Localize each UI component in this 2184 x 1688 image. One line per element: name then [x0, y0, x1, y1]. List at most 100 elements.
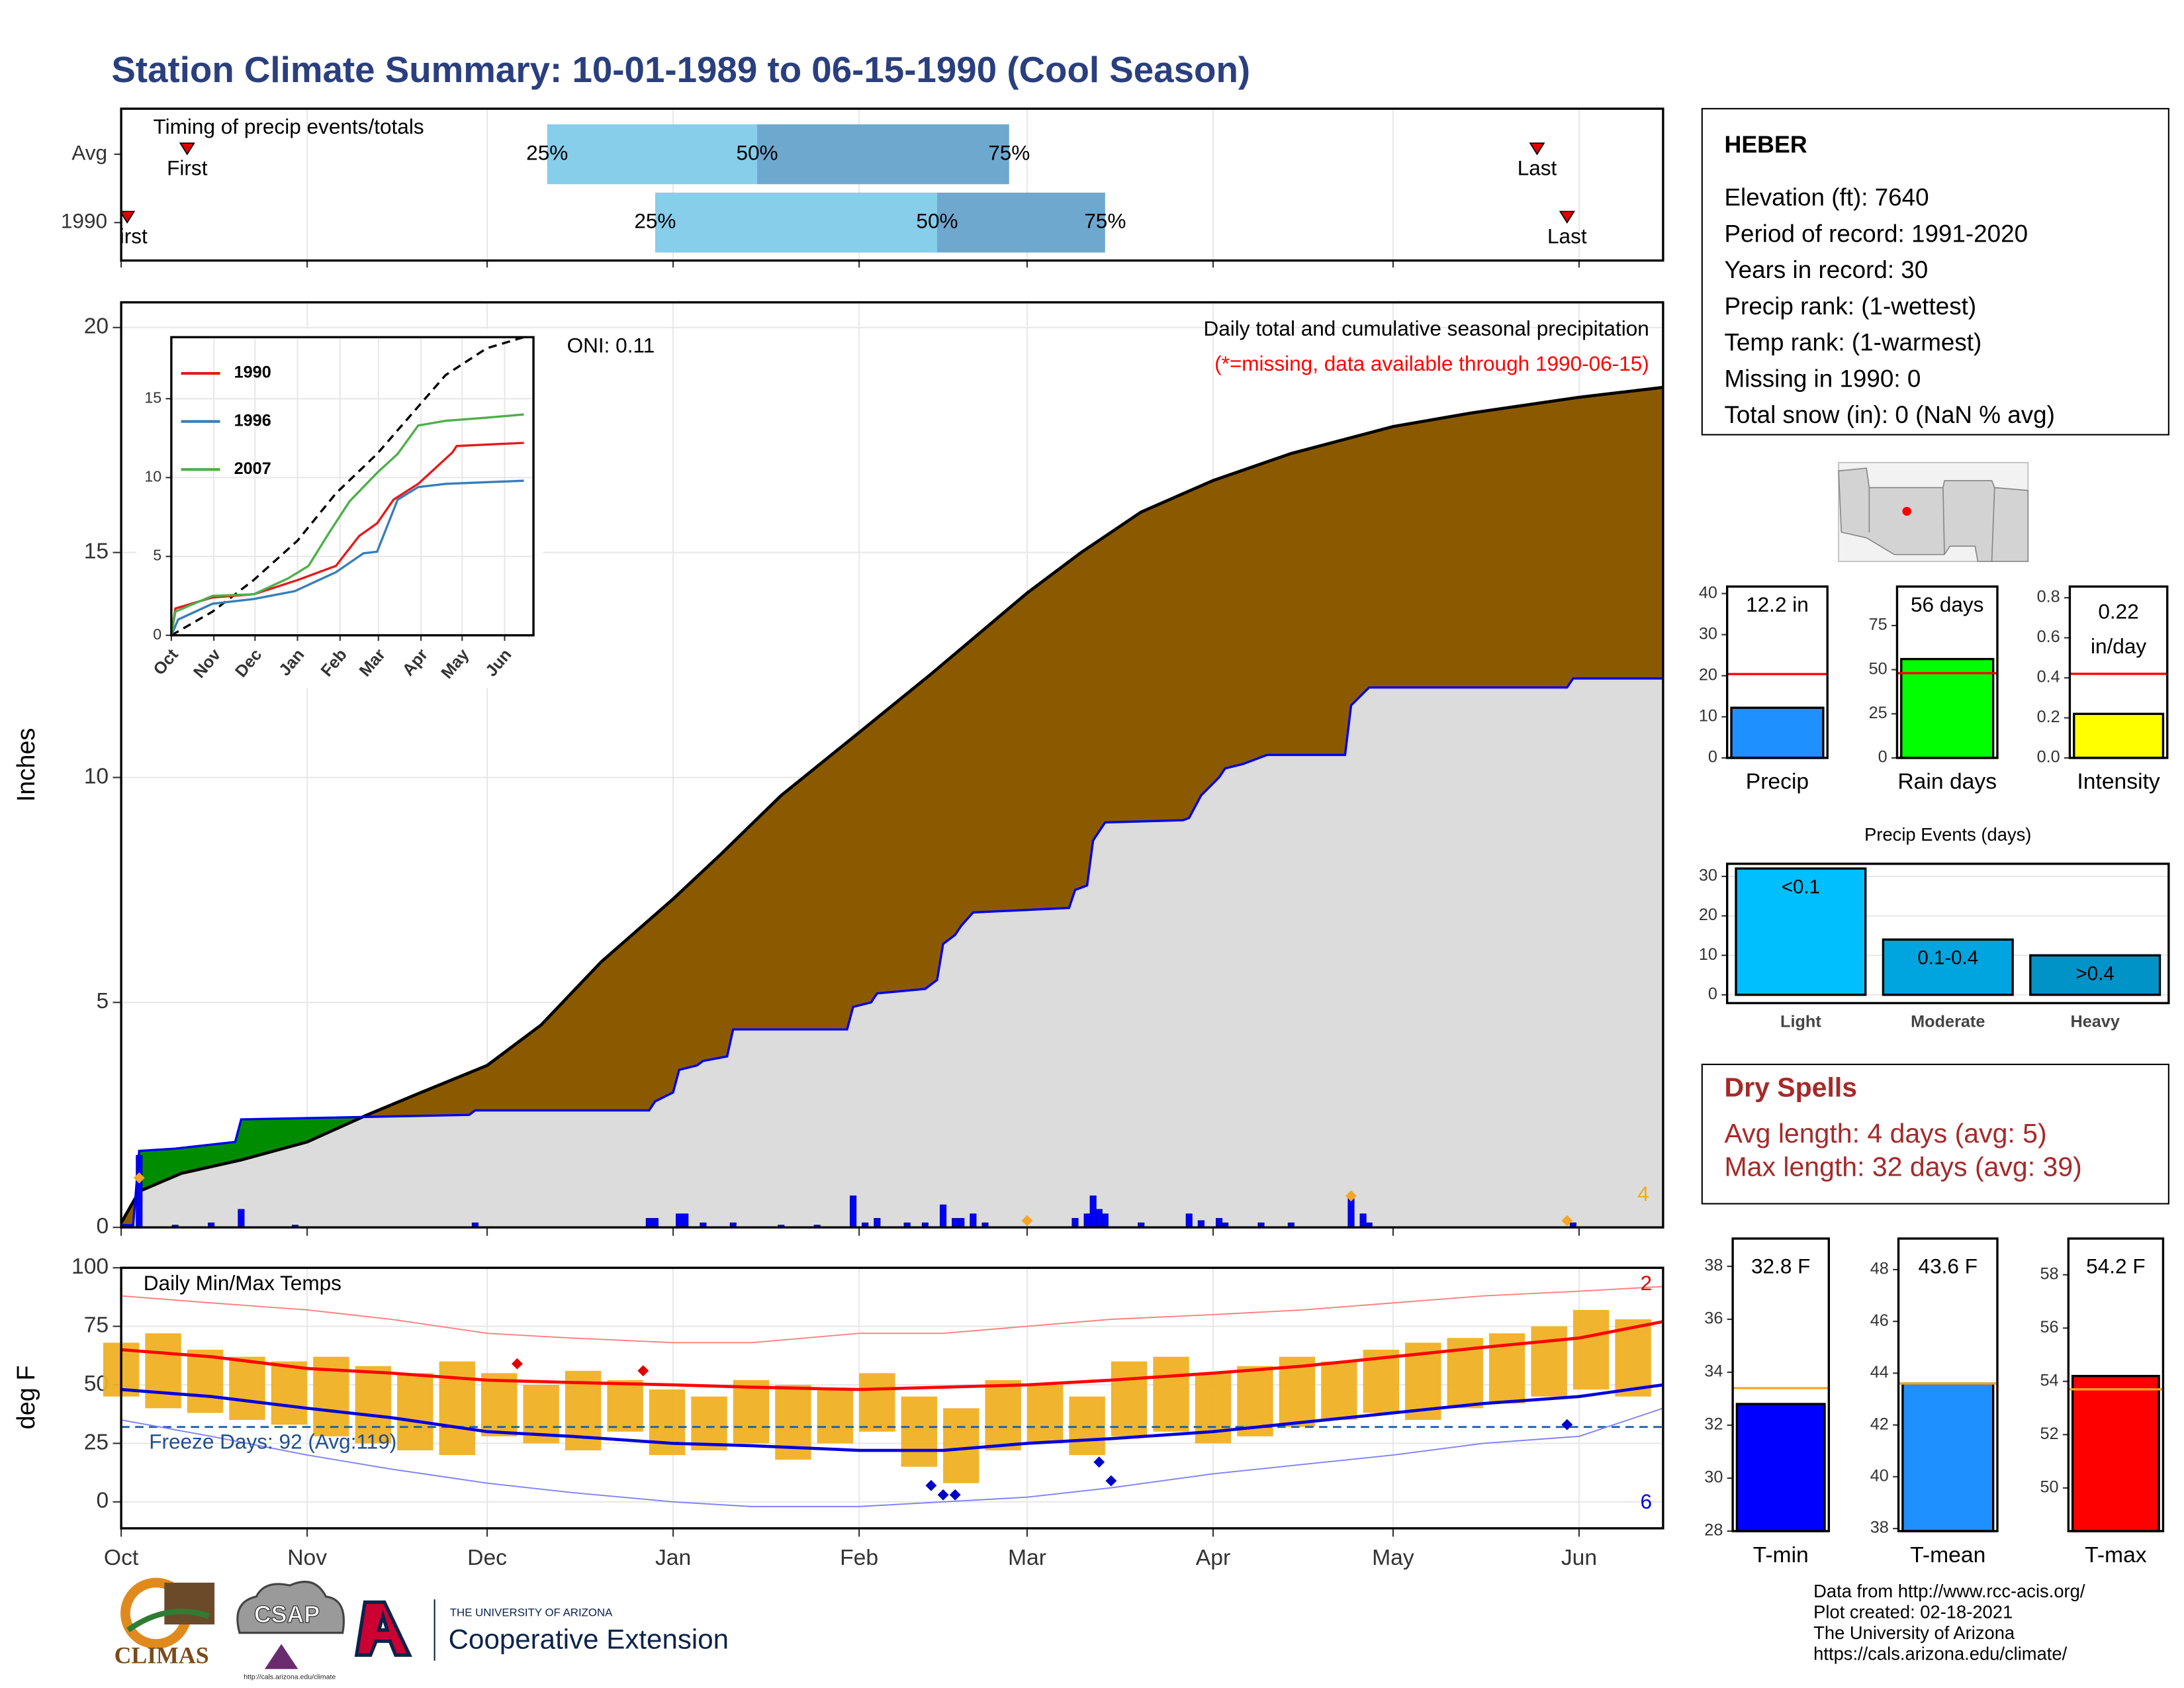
daily-bar	[1215, 1218, 1223, 1228]
chart-title: Daily total and cumulative seasonal prec…	[1203, 316, 1649, 340]
csap-logo-text: CSAP	[254, 1601, 320, 1628]
record-marker	[937, 1489, 949, 1501]
temp-range-bar	[1615, 1319, 1651, 1397]
y-tick-label: 32	[1704, 1415, 1723, 1434]
y-tick-label: 75	[84, 1313, 109, 1338]
daily-bar	[1359, 1213, 1367, 1228]
first-marker	[121, 211, 136, 224]
temp-range-bar	[1321, 1361, 1357, 1421]
daily-bar	[939, 1204, 947, 1228]
x-tick-label: May	[1372, 1546, 1414, 1570]
series-line	[170, 413, 524, 636]
plot-frame	[2067, 1237, 2165, 1532]
last-marker	[1529, 142, 1545, 156]
temp-range-bar	[397, 1373, 433, 1451]
station-info: Elevation (ft): 7640	[1724, 184, 1929, 211]
credit-line: Data from http://www.rcc-acis.org/	[1813, 1581, 2085, 1601]
daily-bar	[970, 1213, 977, 1228]
x-tick-label: Dec	[467, 1546, 507, 1570]
y-tick-label: 75	[1869, 616, 1888, 634]
temp-range-bar	[229, 1356, 265, 1421]
temp-range-bar	[733, 1380, 770, 1444]
location-map	[1838, 461, 2029, 563]
daily-bar	[1095, 1209, 1103, 1228]
temp-range-bar	[145, 1333, 181, 1409]
observed-line	[121, 677, 1663, 1227]
first-label: First	[167, 156, 208, 180]
y-tick-label: 10	[84, 764, 109, 788]
y-axis-label: deg F	[13, 1366, 40, 1430]
y-tick-label: 38	[1870, 1519, 1889, 1537]
temp-range-bar	[1026, 1385, 1064, 1444]
plot-frame	[120, 301, 1664, 1229]
plot-frame	[1895, 585, 1999, 759]
first-marker	[179, 142, 195, 156]
bar	[2073, 712, 2165, 759]
y-tick-label: 20	[1699, 665, 1717, 684]
x-tick-label: Precip	[1746, 770, 1809, 794]
climas-leaf	[126, 1609, 210, 1632]
quartile-bar	[936, 192, 1105, 253]
oni-annotation: ONI: 0.11	[567, 333, 655, 357]
station-info: Total snow (in): 0 (NaN % avg)	[1724, 401, 2054, 428]
y-tick-label: 56	[2040, 1318, 2058, 1336]
station-dot	[1902, 506, 1911, 516]
temp-range-bar	[1531, 1326, 1567, 1397]
daily-bar	[1185, 1213, 1193, 1228]
y-tick-label: 34	[1704, 1362, 1723, 1381]
x-tick-label: Heavy	[2070, 1012, 2119, 1031]
value-label: 56 days	[1911, 592, 1984, 616]
freeze-annotation: Freeze Days: 92 (Avg:119)	[149, 1430, 396, 1454]
daily-bar	[1101, 1213, 1109, 1228]
logos: CLIMAS CSAP http://cals.arizona.edu/clim…	[114, 1577, 729, 1681]
daily-bar	[651, 1218, 659, 1228]
bar	[1882, 938, 2014, 996]
station-info: Years in record: 30	[1724, 256, 1928, 283]
daily-bar	[238, 1209, 245, 1228]
y-tick-label: 0.4	[2037, 668, 2060, 686]
value-unit: in/day	[2091, 634, 2146, 658]
quartile-label: 25%	[526, 140, 568, 164]
dry-spells-title: Dry Spells	[1724, 1072, 1857, 1103]
station-info: Period of record: 1991-2020	[1724, 220, 2028, 247]
daily-bar	[1083, 1213, 1091, 1228]
daily-bar	[958, 1218, 965, 1228]
bar-label: 0.1-0.4	[1917, 947, 1978, 969]
y-tick-label: 20	[1699, 906, 1717, 924]
y-tick-label: 0	[96, 1214, 109, 1239]
y-tick-label: 0	[1708, 984, 1717, 1003]
plot-frame	[1726, 585, 1829, 759]
credit-line: https://cals.arizona.edu/climate/	[1813, 1644, 2067, 1664]
quartile-label: 50%	[736, 140, 778, 164]
bar-label: >0.4	[2076, 962, 2115, 984]
x-tick-label: Intensity	[2077, 770, 2160, 794]
snow-count: 4	[1637, 1182, 1649, 1205]
last-label: Last	[1518, 156, 1557, 180]
map-states	[1838, 467, 2029, 563]
station-info: Temp rank: (1-warmest)	[1724, 329, 1981, 356]
csap-cloud	[236, 1580, 345, 1634]
mean-max-line	[120, 1320, 1664, 1391]
record-low-count: 6	[1640, 1489, 1652, 1513]
last-marker	[1559, 211, 1575, 224]
y-tick-label: 30	[1699, 624, 1717, 643]
daily-bar	[676, 1213, 683, 1228]
series-line	[170, 442, 524, 635]
chart-title: Daily Min/Max Temps	[144, 1271, 341, 1295]
page-title: Station Climate Summary: 10-01-1989 to 0…	[111, 49, 1250, 90]
extension-name: Cooperative Extension	[449, 1623, 729, 1654]
daily-bar	[850, 1196, 857, 1228]
quartile-label: 25%	[634, 209, 676, 233]
x-tick-label: Apr	[1196, 1546, 1230, 1570]
plot-frame	[2068, 585, 2169, 759]
bar	[1730, 706, 1825, 759]
bar	[1735, 867, 1867, 996]
temp-range-bar	[355, 1366, 392, 1444]
record-marker	[1105, 1475, 1117, 1487]
y-tick-label: 15	[144, 389, 161, 406]
temp-range-bar	[985, 1380, 1021, 1451]
y-tick-label: 10	[1699, 707, 1717, 726]
last-label: Last	[1547, 224, 1587, 248]
value-label: 54.2 F	[2086, 1254, 2145, 1278]
map-borders	[1868, 487, 1995, 562]
